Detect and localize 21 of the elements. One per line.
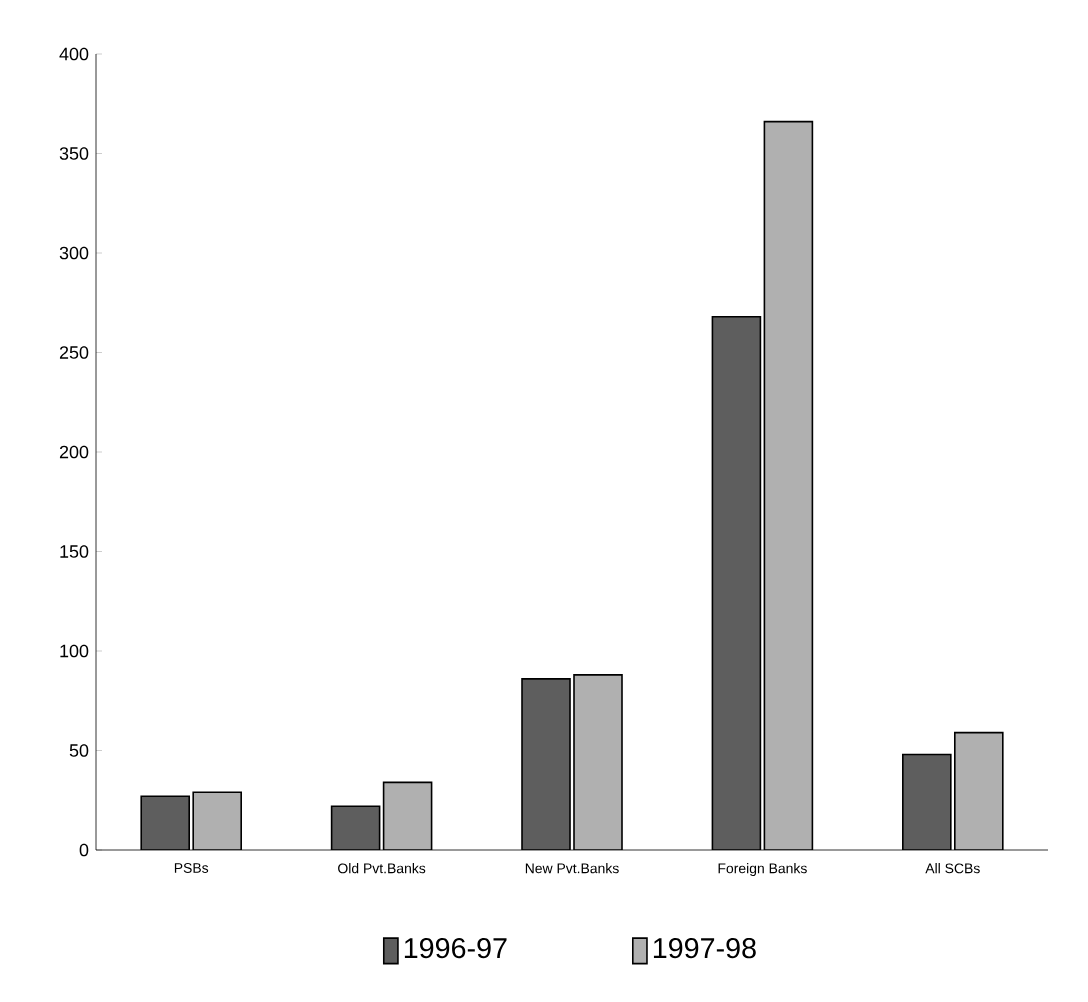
legend-label: 1996-97 xyxy=(404,937,507,959)
bar xyxy=(954,731,1004,850)
y-tick-label: 400 xyxy=(59,47,89,61)
y-tick-label: 200 xyxy=(59,445,89,459)
bar xyxy=(521,678,571,850)
bar xyxy=(711,315,762,850)
bar xyxy=(382,781,433,850)
bar xyxy=(573,674,623,850)
y-tick-label: 0 xyxy=(79,843,89,857)
legend-label: 1997-98 xyxy=(653,937,756,959)
y-tick-label: 100 xyxy=(60,644,89,658)
y-tick-label: 150 xyxy=(60,545,89,558)
bar xyxy=(140,795,191,850)
y-tick-label: 350 xyxy=(59,147,89,160)
bar xyxy=(330,805,381,850)
y-tick-label: 300 xyxy=(59,246,89,260)
y-tick-label: 50 xyxy=(69,744,89,757)
bar xyxy=(192,791,242,850)
y-tick-label: 250 xyxy=(59,346,89,359)
bar xyxy=(902,753,952,850)
bar xyxy=(763,120,814,850)
